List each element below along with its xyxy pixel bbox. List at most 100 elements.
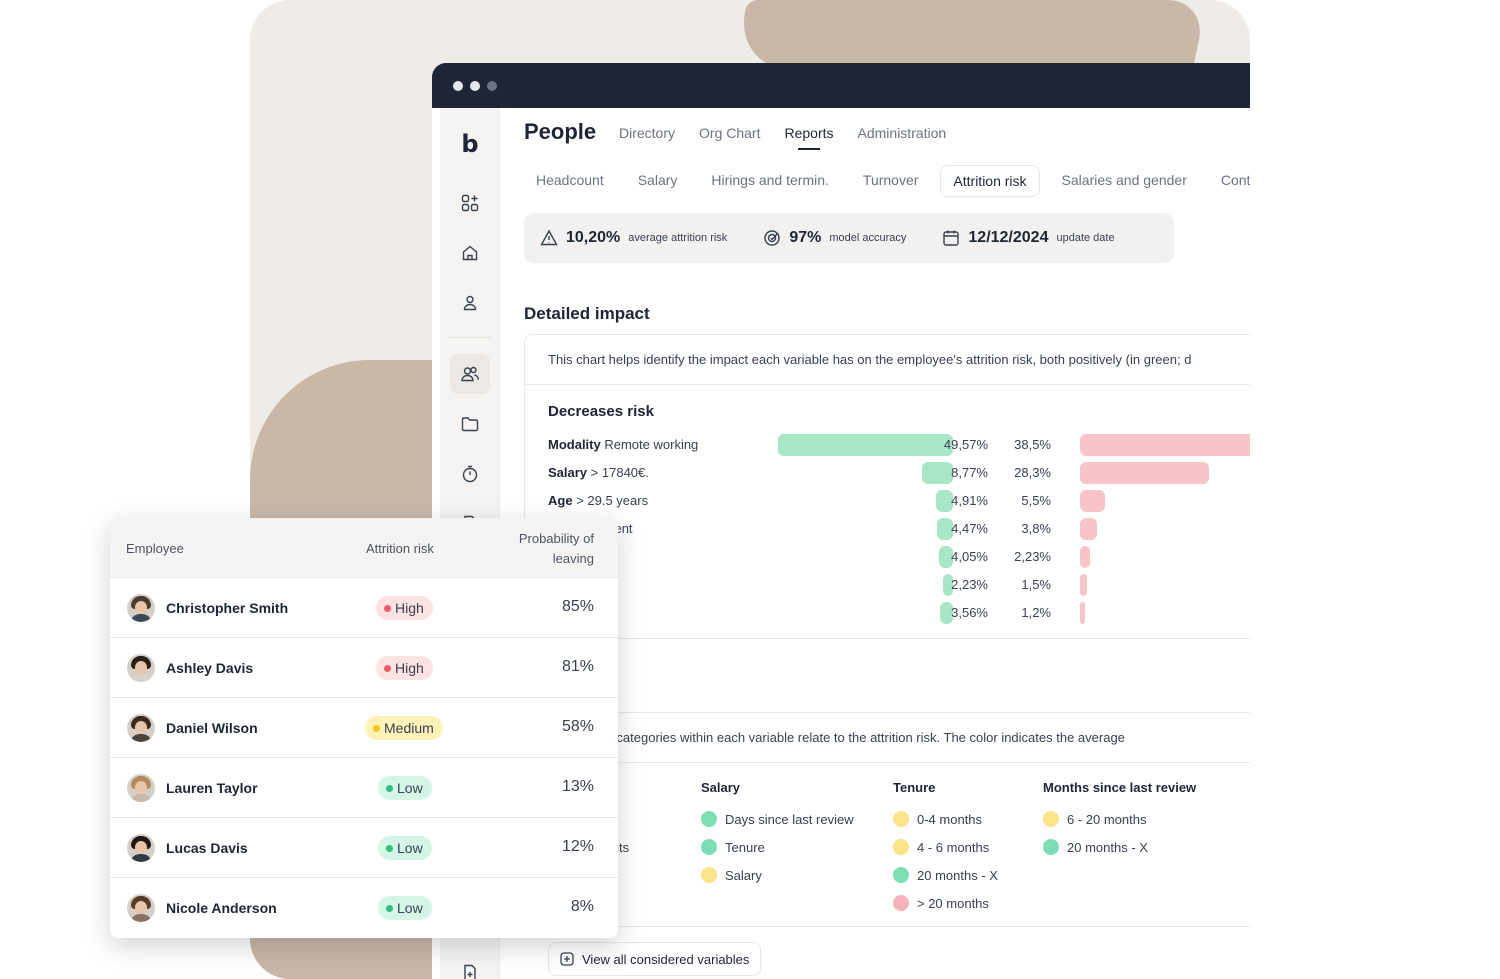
employee-name[interactable]: Ashley Davis [166, 660, 254, 676]
tab-hirings[interactable]: Hirings and termin. [711, 172, 829, 188]
risk-badge: Medium [365, 716, 443, 740]
stat-update: 12/12/2024 update date [942, 229, 1115, 247]
tab-attrition-risk[interactable]: Attrition risk [940, 165, 1040, 197]
risk-dot [384, 604, 391, 612]
employee-name[interactable]: Nicole Anderson [166, 900, 277, 916]
tab-salaries-gender[interactable]: Salaries and gender [1061, 172, 1187, 188]
table-row[interactable]: Lauren Taylor Low 13% [110, 758, 618, 818]
legend-item: Salary [701, 861, 854, 889]
risk-label: High [395, 660, 424, 676]
tab-headcount[interactable]: Headcount [536, 172, 604, 188]
impact-variable: Salary > 17840€. [548, 465, 649, 480]
variables-description: he different categories within each vari… [525, 713, 1250, 763]
risk-badge: High [376, 656, 433, 680]
tab-turnover[interactable]: Turnover [862, 172, 919, 188]
decrease-value: 8,77% [951, 465, 988, 480]
header-probability[interactable]: Probability of leaving [518, 531, 594, 566]
risk-label: Low [397, 900, 423, 916]
impact-title: Detailed impact [524, 304, 650, 323]
people-icon[interactable] [450, 354, 490, 394]
risk-dot [386, 844, 393, 852]
impact-row: Modality Remote working 49,57% 38,5% [548, 434, 1250, 456]
stats-bar: 10,20% average attrition risk 97% model … [524, 213, 1174, 263]
decrease-bar [937, 518, 953, 540]
avatar [127, 774, 155, 802]
tab-salary[interactable]: Salary [637, 172, 678, 188]
employee-name[interactable]: Lucas Davis [166, 840, 248, 856]
employee-name[interactable]: Christopher Smith [166, 600, 289, 616]
increase-bar [1080, 602, 1086, 624]
nav-org-chart[interactable]: Org Chart [699, 125, 761, 141]
sidebar-divider [448, 337, 492, 338]
legend-swatch [1043, 811, 1059, 827]
nav-reports[interactable]: Reports [784, 125, 834, 150]
window-dot[interactable] [470, 80, 480, 91]
avatar [127, 594, 155, 622]
table-row[interactable]: Ashley Davis High 81% [110, 638, 618, 698]
probability-value: 58% [561, 718, 594, 735]
impact-row: n site2,23%1,5% [548, 574, 1250, 596]
view-all-variables-button[interactable]: View all considered variables [548, 942, 762, 976]
folder-icon[interactable] [450, 404, 490, 444]
variable-category: > 29.5 years [576, 493, 649, 508]
impact-row: er3,56%1,2% [548, 602, 1250, 624]
window-dot[interactable] [487, 80, 497, 91]
timer-icon[interactable] [450, 454, 490, 494]
table-row[interactable]: Nicole Anderson Low 8% [110, 878, 618, 938]
legend-header: Salary [701, 780, 741, 795]
window-dot[interactable] [453, 80, 463, 91]
decrease-value: 3,56% [951, 605, 988, 620]
increase-bar [1080, 462, 1209, 484]
nav-administration[interactable]: Administration [857, 125, 947, 141]
increase-value: 1,5% [1021, 577, 1051, 592]
home-icon[interactable] [450, 233, 490, 273]
risk-dot [386, 784, 393, 792]
legend-header: Months since last review [1043, 780, 1197, 795]
user-icon[interactable] [450, 283, 490, 323]
document-add-icon[interactable] [450, 953, 490, 979]
legend-swatch [893, 867, 909, 883]
apps-add-icon[interactable] [450, 183, 490, 223]
legend-swatch [1043, 839, 1059, 855]
legend-swatch [701, 839, 717, 855]
legend-swatch [701, 811, 717, 827]
impact-row: Salary > 17840€. 8,77% 28,3% [548, 462, 1250, 484]
legend-item: 6 - 20 months [1043, 805, 1196, 833]
stat-label: update date [1056, 232, 1115, 244]
window-titlebar [432, 63, 1250, 108]
table-row[interactable]: Lucas Davis Low 12% [110, 818, 618, 878]
decrease-value: 4,91% [951, 493, 988, 508]
decorative-brush [732, 0, 1208, 70]
target-check-icon [763, 229, 781, 247]
increase-bar [1080, 518, 1098, 540]
nav-directory[interactable]: Directory [619, 125, 676, 141]
risk-badge: Low [378, 836, 432, 860]
legend-swatch [701, 867, 717, 883]
risk-dot [386, 904, 393, 912]
employee-name[interactable]: Lauren Taylor [166, 780, 258, 796]
employee-name[interactable]: Daniel Wilson [166, 720, 258, 736]
avatar [127, 714, 155, 742]
view-all-label: View all considered variables [582, 951, 750, 967]
risk-dot [373, 724, 380, 732]
decreases-risk-heading: Decreases risk [548, 403, 654, 420]
table-row[interactable]: Daniel Wilson Medium 58% [110, 698, 618, 758]
report-tabs: Headcount Salary Hirings and termin. Tur… [524, 165, 1250, 197]
tab-contracts[interactable]: Contrac [1220, 172, 1250, 188]
header-attrition-risk[interactable]: Attrition risk [366, 541, 434, 556]
stat-label: average attrition risk [628, 232, 728, 244]
variable-name: Age [548, 493, 573, 508]
logo[interactable]: b [461, 130, 479, 158]
increase-bar [1080, 434, 1250, 456]
increase-value: 3,8% [1021, 521, 1051, 536]
table-row[interactable]: Christopher Smith High 85% [110, 578, 618, 638]
probability-value: 85% [561, 598, 594, 615]
variables-panel: he different categories within each vari… [524, 712, 1250, 927]
decrease-value: 4,05% [951, 549, 988, 564]
legend-item: 20 months - X [1043, 833, 1196, 861]
risk-label: High [395, 600, 424, 616]
stat-value: 10,20% [566, 229, 621, 246]
header-employee[interactable]: Employee [126, 541, 184, 556]
legend-column: Months since last review 6 - 20 months 20 … [1043, 780, 1196, 861]
avatar [127, 894, 155, 922]
